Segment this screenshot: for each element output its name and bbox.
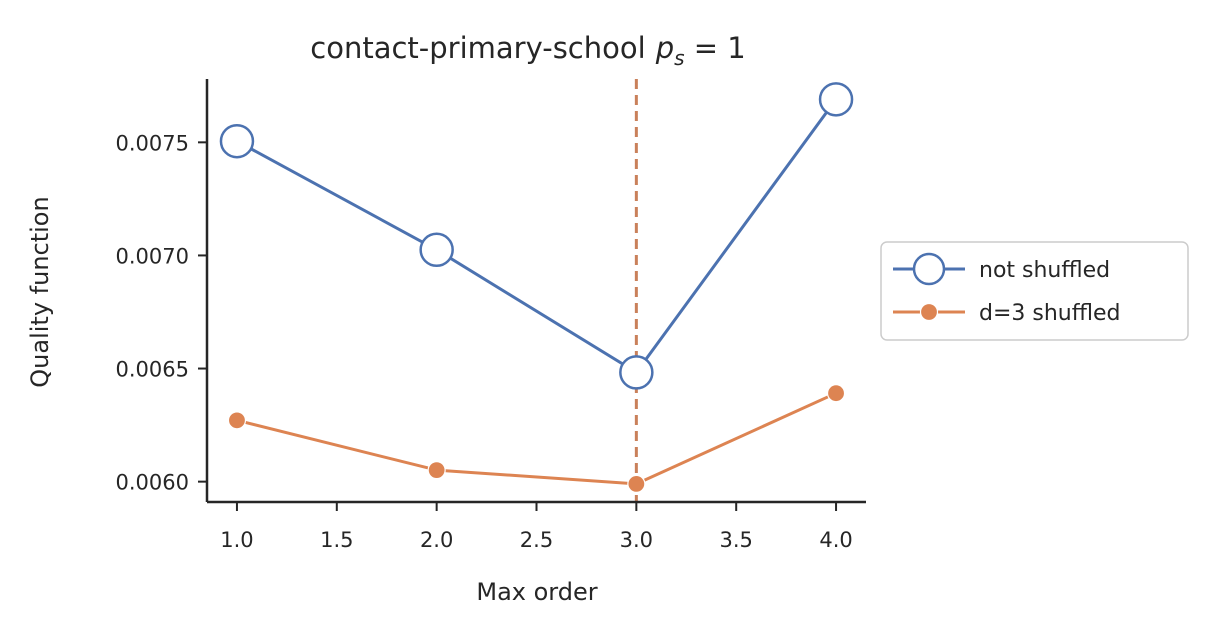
chart-title: contact-primary-school ps = 1: [310, 31, 745, 70]
series-2-point: [627, 474, 646, 494]
x-tick-label: 3.5: [719, 528, 752, 552]
y-tick-label: 0.0075: [116, 131, 189, 155]
legend: not shuffled d=3 shuffled: [880, 241, 1189, 341]
series-1-point: [818, 82, 854, 117]
legend-label-2: d=3 shuffled: [979, 301, 1121, 326]
series-1-point: [419, 232, 454, 268]
y-tick-label: 0.0060: [116, 471, 189, 495]
series-layer: [219, 82, 854, 494]
chart-title-text: contact-primary-school: [310, 31, 645, 65]
series-line-1: [236, 98, 838, 374]
x-tick-label: 1.0: [220, 528, 253, 552]
x-tick-label: 2.0: [420, 528, 453, 552]
chart-title-math: p: [655, 31, 674, 65]
y-tick-label: 0.0065: [116, 358, 189, 382]
legend-marker-1: [912, 252, 946, 286]
chart-title-math-tail: = 1: [685, 31, 746, 65]
series-2-point: [227, 411, 247, 430]
y-tick-label: 0.0070: [116, 244, 189, 268]
legend-marker-2: [919, 302, 939, 322]
x-tick-label: 1.5: [320, 528, 353, 552]
x-tick-label: 2.5: [520, 528, 553, 552]
series-2-point: [427, 461, 446, 480]
axes-layer: 1.0 1.5 2.0 2.5 3.0 3.5 4.0 0.0060 0.0065 0.0070 0…: [116, 79, 866, 552]
series-2-point: [826, 384, 846, 403]
x-tick-label: 3.0: [620, 528, 653, 552]
legend-box: [880, 241, 1189, 341]
legend-label-1: not shuffled: [979, 258, 1110, 283]
x-axis-label: Max order: [476, 578, 597, 606]
series-1-point: [219, 123, 255, 159]
chart-title-math-sub: s: [674, 46, 684, 70]
series-1-point: [619, 355, 654, 390]
x-tick-label: 4.0: [819, 528, 852, 552]
series-line-2: [236, 391, 837, 486]
y-axis-label: Quality function: [26, 196, 54, 387]
